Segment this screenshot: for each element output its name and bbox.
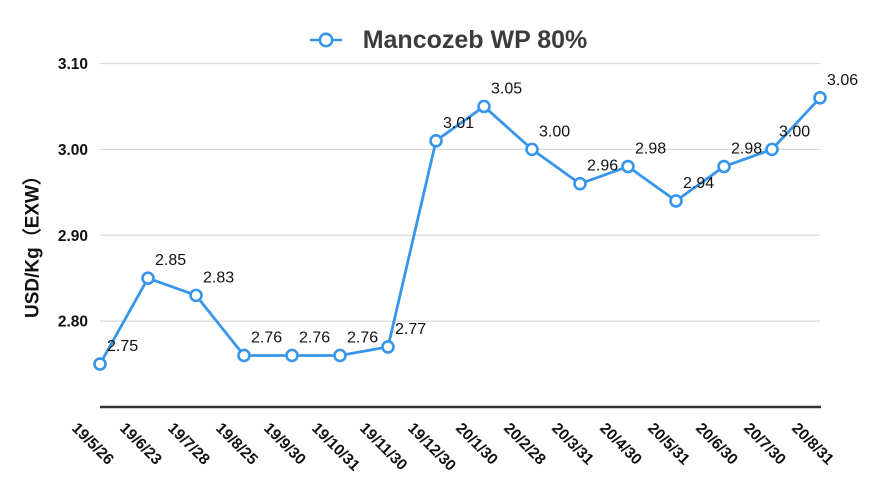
x-tick-label: 19/10/31 <box>308 420 363 475</box>
x-tick-label: 19/7/28 <box>164 420 213 469</box>
data-point-label: 3.06 <box>827 72 858 89</box>
data-point <box>765 142 779 157</box>
data-point-label: 2.85 <box>155 252 186 269</box>
x-tick-label: 20/5/31 <box>644 420 693 469</box>
x-tick-label: 19/11/30 <box>356 420 410 474</box>
data-point <box>285 348 299 363</box>
x-tick-label: 20/4/30 <box>596 420 645 469</box>
data-point <box>525 142 539 157</box>
y-tick-label: 3.00 <box>58 142 88 159</box>
data-point <box>717 159 731 174</box>
x-tick-label: 19/9/30 <box>260 420 309 469</box>
x-tick-label: 20/3/31 <box>548 420 597 469</box>
data-point-label: 2.76 <box>251 329 282 346</box>
data-point <box>141 271 155 285</box>
x-tick-label: 20/1/30 <box>452 420 501 469</box>
data-point-label: 2.96 <box>587 158 618 175</box>
data-point-label: 2.94 <box>683 175 714 192</box>
data-point <box>333 348 347 363</box>
data-point <box>381 340 395 354</box>
data-point-label: 2.77 <box>395 321 426 338</box>
data-point <box>621 159 635 174</box>
y-tick-label: 2.90 <box>58 228 88 245</box>
x-tick-label: 19/6/23 <box>116 420 165 469</box>
legend-line-marker-icon <box>309 32 342 48</box>
data-point <box>573 176 587 191</box>
x-tick-label: 19/12/30 <box>404 420 459 475</box>
data-point-label: 3.00 <box>779 123 810 140</box>
data-point-label: 2.98 <box>731 141 762 158</box>
y-tick-label: 2.80 <box>58 314 88 331</box>
legend-label: Mancozeb WP 80% <box>362 25 588 54</box>
data-point-label: 2.75 <box>107 338 138 355</box>
data-point <box>93 357 107 371</box>
chart-legend[interactable]: Mancozeb WP 80% <box>0 16 896 64</box>
data-point-label: 3.05 <box>491 80 522 97</box>
data-point <box>189 288 203 303</box>
data-point-label: 2.83 <box>203 269 234 286</box>
x-tick-label: 19/5/26 <box>68 420 117 469</box>
data-point <box>477 99 491 114</box>
data-point-label: 3.00 <box>539 123 570 140</box>
data-point-label: 3.01 <box>443 115 474 132</box>
y-tick-label: 3.10 <box>58 56 88 73</box>
x-tick-label: 20/8/31 <box>788 420 837 469</box>
series-line <box>98 96 822 366</box>
data-point <box>429 133 443 148</box>
data-point <box>813 91 827 105</box>
data-point-label: 2.76 <box>299 329 330 346</box>
data-point-label: 2.98 <box>635 141 666 158</box>
data-point <box>669 194 683 208</box>
x-tick-label: 20/7/30 <box>740 420 789 469</box>
x-tick-label: 20/6/30 <box>692 420 741 469</box>
x-tick-label: 19/8/25 <box>212 420 261 469</box>
data-point-label: 2.76 <box>347 329 378 346</box>
x-tick-label: 20/2/28 <box>500 420 549 469</box>
data-point <box>237 348 251 363</box>
